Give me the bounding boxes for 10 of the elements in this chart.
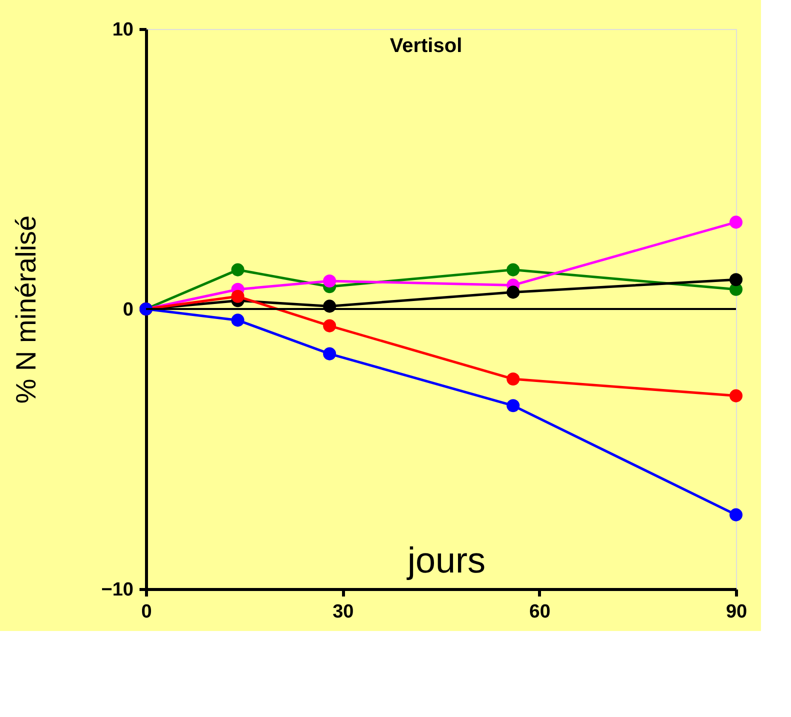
x-axis-title: jours <box>406 540 486 580</box>
y-tick-label: 0 <box>122 300 134 320</box>
chart-title: Vertisol <box>390 35 462 57</box>
x-tick-label: 0 <box>141 602 152 622</box>
y-tick-label: −10 <box>101 580 134 600</box>
y-axis-title: % N minéralisé <box>10 215 42 404</box>
y-tick-label: 10 <box>112 20 134 40</box>
x-tick-label: 60 <box>529 602 550 622</box>
x-tick-label: 90 <box>726 602 748 622</box>
x-tick-label: 30 <box>332 602 354 622</box>
